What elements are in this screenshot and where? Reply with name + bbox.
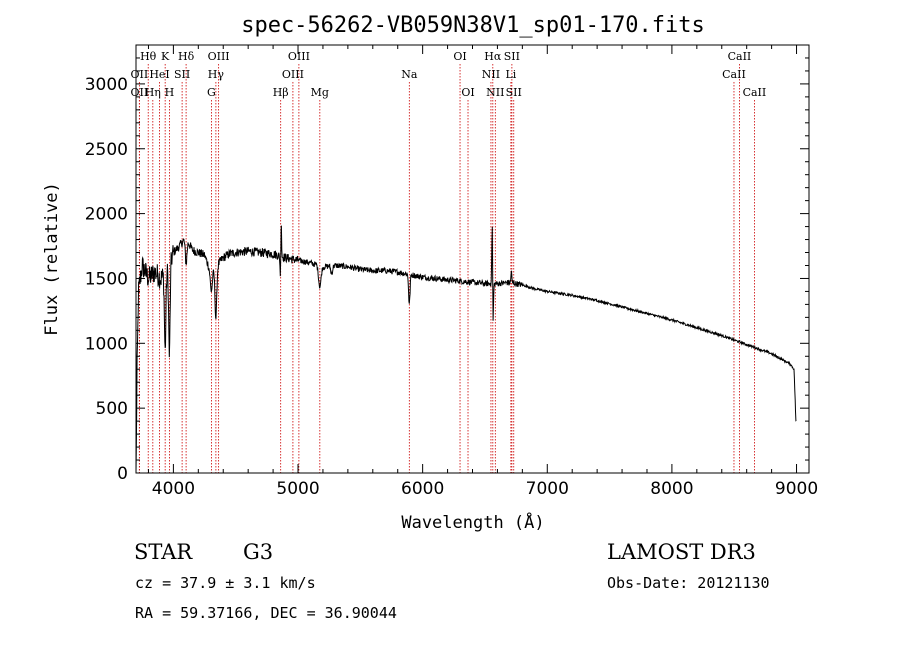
x-tick-label: 8000 bbox=[650, 479, 693, 499]
spectral-line-markers bbox=[138, 64, 755, 473]
y-axis-ticks: 0 500 1000 1500 2000 2500 3000 bbox=[85, 57, 809, 484]
line-label: Hα bbox=[484, 50, 502, 63]
y-tick-label: 2000 bbox=[85, 205, 128, 225]
coordinates-text: RA = 59.37166, DEC = 36.90044 bbox=[135, 604, 397, 622]
line-label: OII bbox=[131, 68, 149, 81]
line-label: OIII bbox=[282, 68, 304, 81]
chart-title: spec-56262-VB059N38V1_sp01-170.fits bbox=[241, 13, 705, 38]
spectral-line-labels: HθOIIOIIHηHeIKHSIIHδGHγOIIIHβOIIIOIIIMgN… bbox=[131, 50, 767, 99]
line-label: SII bbox=[504, 50, 520, 63]
obs-date-text: Obs-Date: 20121130 bbox=[607, 574, 770, 592]
line-label: H bbox=[165, 86, 175, 99]
line-label: SII bbox=[506, 86, 522, 99]
line-label: OII bbox=[131, 86, 149, 99]
x-tick-label: 5000 bbox=[276, 479, 319, 499]
line-label: HeI bbox=[149, 68, 169, 81]
redshift-text: cz = 37.9 ± 3.1 km/s bbox=[135, 574, 316, 592]
y-tick-label: 2500 bbox=[85, 140, 128, 160]
line-label: Mg bbox=[311, 86, 329, 99]
x-tick-label: 7000 bbox=[526, 479, 569, 499]
line-label: Li bbox=[505, 68, 516, 81]
object-subclass: G3 bbox=[243, 540, 274, 564]
line-label: Hθ bbox=[140, 50, 157, 63]
line-label: NII bbox=[482, 68, 500, 81]
x-tick-label: 6000 bbox=[401, 479, 444, 499]
line-label: G bbox=[207, 86, 216, 99]
plot-frame bbox=[135, 44, 810, 474]
x-axis-ticks: 4000 5000 6000 7000 8000 9000 bbox=[147, 45, 818, 499]
line-label: Hγ bbox=[208, 68, 225, 81]
line-label: K bbox=[161, 50, 170, 63]
line-label: Hβ bbox=[273, 86, 289, 99]
line-label: Hδ bbox=[178, 50, 195, 63]
y-tick-label: 1000 bbox=[85, 334, 128, 354]
x-tick-label: 4000 bbox=[152, 479, 195, 499]
line-label: CaII bbox=[728, 50, 752, 63]
y-tick-label: 500 bbox=[96, 399, 128, 419]
y-axis-label: Flux (relative) bbox=[42, 182, 62, 336]
y-tick-label: 0 bbox=[117, 464, 128, 484]
y-tick-label: 1500 bbox=[85, 269, 128, 289]
line-label: OI bbox=[453, 50, 466, 63]
line-label: OIII bbox=[208, 50, 230, 63]
x-axis-label: Wavelength (Å) bbox=[401, 511, 544, 533]
line-label: CaII bbox=[722, 68, 746, 81]
survey-name: LAMOST DR3 bbox=[607, 540, 756, 564]
spectrum-line bbox=[135, 225, 797, 474]
line-label: SII bbox=[174, 68, 190, 81]
object-class: STAR bbox=[134, 540, 193, 564]
line-label: OIII bbox=[288, 50, 310, 63]
line-label: NII bbox=[486, 86, 504, 99]
x-tick-label: 9000 bbox=[775, 479, 818, 499]
line-label: OI bbox=[461, 86, 474, 99]
line-label: Hη bbox=[145, 86, 161, 99]
y-tick-label: 3000 bbox=[85, 75, 128, 95]
line-label: Na bbox=[401, 68, 418, 81]
line-label: CaII bbox=[743, 86, 767, 99]
